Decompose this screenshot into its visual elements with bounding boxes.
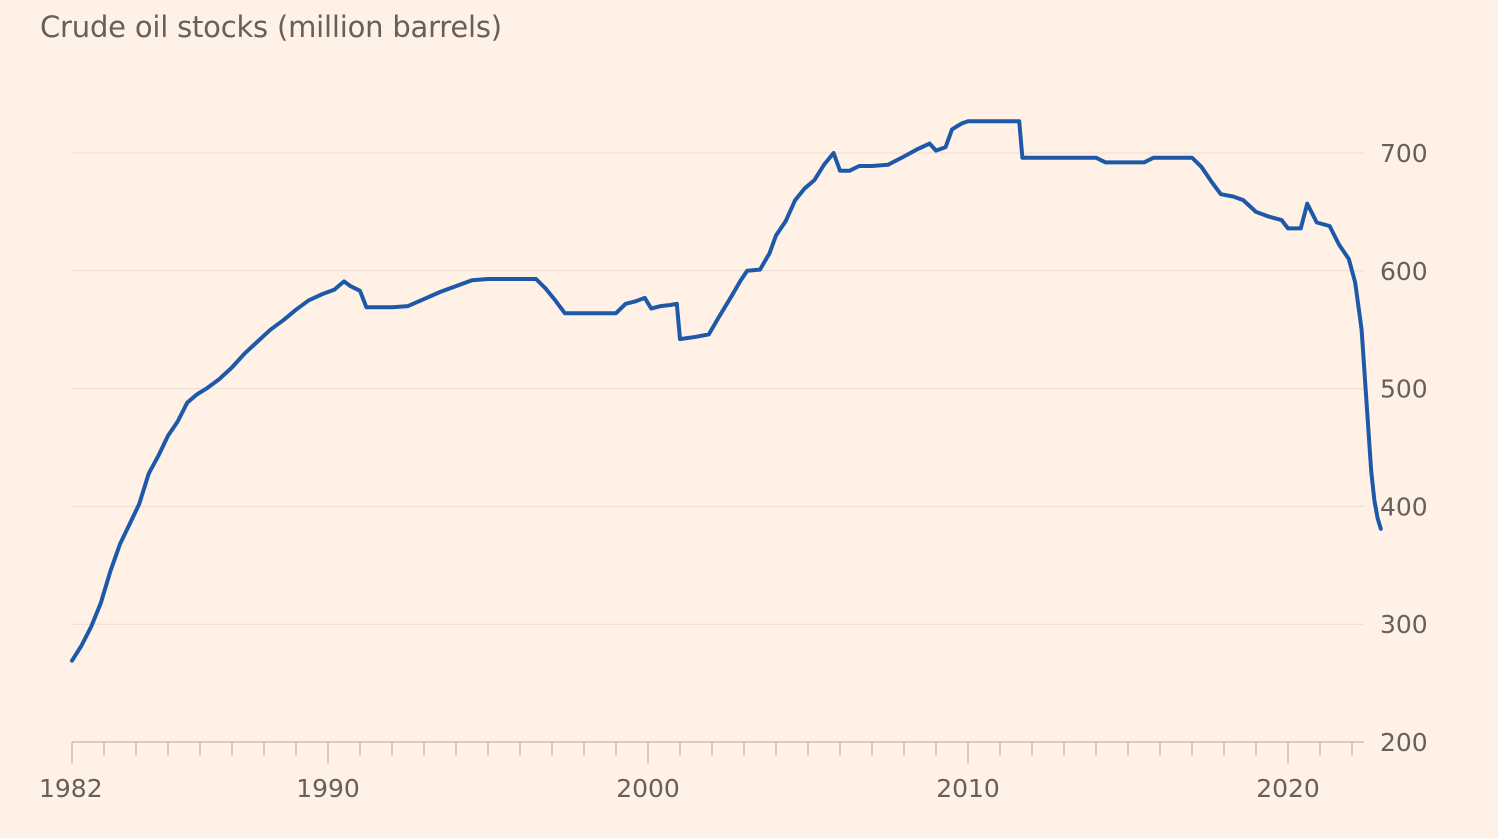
y-tick-label: 500 [1380,375,1428,404]
y-tick-label: 700 [1380,139,1428,168]
y-tick-label: 400 [1380,492,1428,521]
series-line-0 [70,119,1383,663]
x-tick-label: 1990 [296,774,360,803]
y-tick-label: 300 [1380,610,1428,639]
x-tick-label: 1982 [39,774,103,803]
series-layer [70,119,1383,663]
x-axis: 1982 1990 2000 2010 2020 [39,741,1364,803]
x-tick-label: 2020 [1256,774,1320,803]
y-tick-label: 600 [1380,257,1428,286]
y-axis-labels: 200 300 400 500 600 700 [1380,139,1428,757]
chart-title: Crude oil stocks (million barrels) [40,10,502,44]
gridlines [72,152,1364,625]
y-tick-label: 200 [1380,728,1428,757]
x-tick-label: 2010 [936,774,1000,803]
x-tick-label: 2000 [616,774,680,803]
